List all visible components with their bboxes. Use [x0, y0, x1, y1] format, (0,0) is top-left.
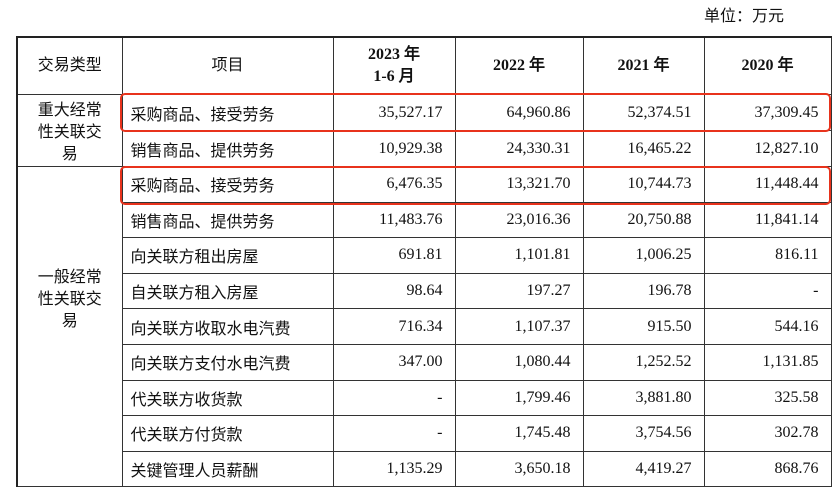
header-2023h1: 2023 年 1-6 月 — [332, 36, 456, 95]
table-row: 一般经常性关联交易 采购商品、接受劳务 6,476.35 13,321.70 10,74… — [16, 165, 832, 488]
item-cell: 向关联方租出房屋 — [121, 237, 334, 274]
value-cell: 325.58 — [703, 379, 832, 417]
value-cell: - — [332, 415, 456, 452]
value-cell: - — [332, 379, 456, 417]
header-type: 交易类型 — [16, 36, 123, 95]
table-row: 销售商品、提供劳务 10,929.38 24,330.31 16,465.22 12,8… — [17, 130, 832, 167]
value-cell: 13,321.70 — [454, 166, 584, 203]
value-cell: 12,827.10 — [703, 130, 832, 167]
value-cell: 24,330.31 — [454, 130, 584, 167]
value-cell: 1,745.48 — [454, 415, 584, 452]
header-2020: 2020 年 — [703, 36, 832, 95]
table-row: 销售商品、提供劳务 11,483.76 23,016.36 20,750.88 11,8… — [17, 201, 832, 239]
item-cell: 代关联方付货款 — [121, 415, 334, 452]
table-row: 向关联方租出房屋 691.81 1,101.81 1,006.25 816.11 — [17, 237, 832, 274]
value-cell: 1,252.52 — [582, 343, 705, 381]
table-row: 重大经常性关联交易 采购商品、接受劳务 35,527.17 64,960.86 52,3… — [16, 94, 832, 167]
table-row: 向关联方收取水电汽费 716.34 1,107.37 915.50 544.16 — [17, 308, 832, 345]
item-cell: 销售商品、提供劳务 — [121, 201, 334, 239]
header-2023-line2: 1-6 月 — [373, 68, 415, 85]
value-cell: 1,080.44 — [454, 343, 584, 381]
value-cell: 11,448.44 — [703, 166, 832, 203]
value-cell: 11,841.14 — [703, 201, 832, 239]
value-cell: 3,754.56 — [582, 415, 705, 452]
item-cell: 销售商品、提供劳务 — [121, 130, 334, 167]
value-cell: 3,881.80 — [582, 379, 705, 417]
value-cell: 196.78 — [582, 272, 705, 310]
value-cell: 20,750.88 — [582, 201, 705, 239]
value-cell: 691.81 — [332, 237, 456, 274]
header-row: 交易类型 项目 2023 年 1-6 月 2022 年 2021 年 2020 年 — [16, 36, 832, 95]
unit-label: 单位：万元 — [703, 8, 784, 25]
value-cell: 544.16 — [703, 308, 832, 345]
value-cell: 868.76 — [703, 450, 832, 488]
item-cell: 代关联方收货款 — [121, 379, 334, 417]
value-cell: 1,135.29 — [332, 450, 456, 488]
item-cell: 自关联方租入房屋 — [121, 272, 334, 310]
value-cell: 64,960.86 — [454, 94, 584, 131]
value-cell: 347.00 — [332, 343, 456, 381]
table-row: 关键管理人员薪酬 1,135.29 3,650.18 4,419.27 868.76 — [17, 450, 832, 488]
item-cell: 向关联方支付水电汽费 — [121, 343, 334, 381]
value-cell: 16,465.22 — [582, 130, 705, 167]
transaction-type-cell: 重大经常性关联交易 — [16, 94, 123, 167]
value-cell: 10,744.73 — [582, 166, 705, 203]
transaction-type-cell: 一般经常性关联交易 — [16, 165, 123, 488]
value-cell: 1,101.81 — [454, 237, 584, 274]
item-cell: 向关联方收取水电汽费 — [121, 308, 334, 345]
item-cell: 关键管理人员薪酬 — [121, 450, 334, 488]
value-cell: 35,527.17 — [332, 94, 456, 131]
header-2023-line1: 2023 年 — [367, 46, 420, 63]
value-cell: 1,006.25 — [582, 237, 705, 274]
header-2022: 2022 年 — [454, 36, 584, 95]
table-row: 自关联方租入房屋 98.64 197.27 196.78- — [17, 272, 832, 310]
table-row: 代关联方收货款 -1,799.46 3,881.80 325.58 — [17, 379, 832, 417]
value-cell: - — [703, 272, 832, 310]
value-cell: 1,107.37 — [454, 308, 584, 345]
item-cell: 采购商品、接受劳务 — [121, 166, 334, 203]
value-cell: 816.11 — [703, 237, 832, 274]
value-cell: 197.27 — [454, 272, 584, 310]
value-cell: 23,016.36 — [454, 201, 584, 239]
value-cell: 915.50 — [582, 308, 705, 345]
table-row: 代关联方付货款 -1,745.48 3,754.56 302.78 — [17, 415, 832, 452]
item-cell: 采购商品、接受劳务 — [121, 94, 334, 131]
value-cell: 52,374.51 — [582, 94, 705, 131]
header-item: 项目 — [121, 36, 334, 95]
value-cell: 98.64 — [332, 272, 456, 310]
value-cell: 37,309.45 — [703, 94, 832, 131]
value-cell: 4,419.27 — [582, 450, 705, 488]
value-cell: 3,650.18 — [454, 450, 584, 488]
value-cell: 716.34 — [332, 308, 456, 345]
value-cell: 1,799.46 — [454, 379, 584, 417]
table-row: 向关联方支付水电汽费 347.00 1,080.44 1,252.52 1,131.85 — [17, 343, 832, 381]
related-transactions-table: 交易类型 项目 2023 年 1-6 月 2022 年 2021 年 2020 年… — [16, 36, 832, 488]
value-cell: 1,131.85 — [703, 343, 832, 381]
value-cell: 6,476.35 — [332, 166, 456, 203]
value-cell: 10,929.38 — [332, 130, 456, 167]
value-cell: 11,483.76 — [332, 201, 456, 239]
value-cell: 302.78 — [703, 415, 832, 452]
header-2021: 2021 年 — [582, 36, 705, 95]
